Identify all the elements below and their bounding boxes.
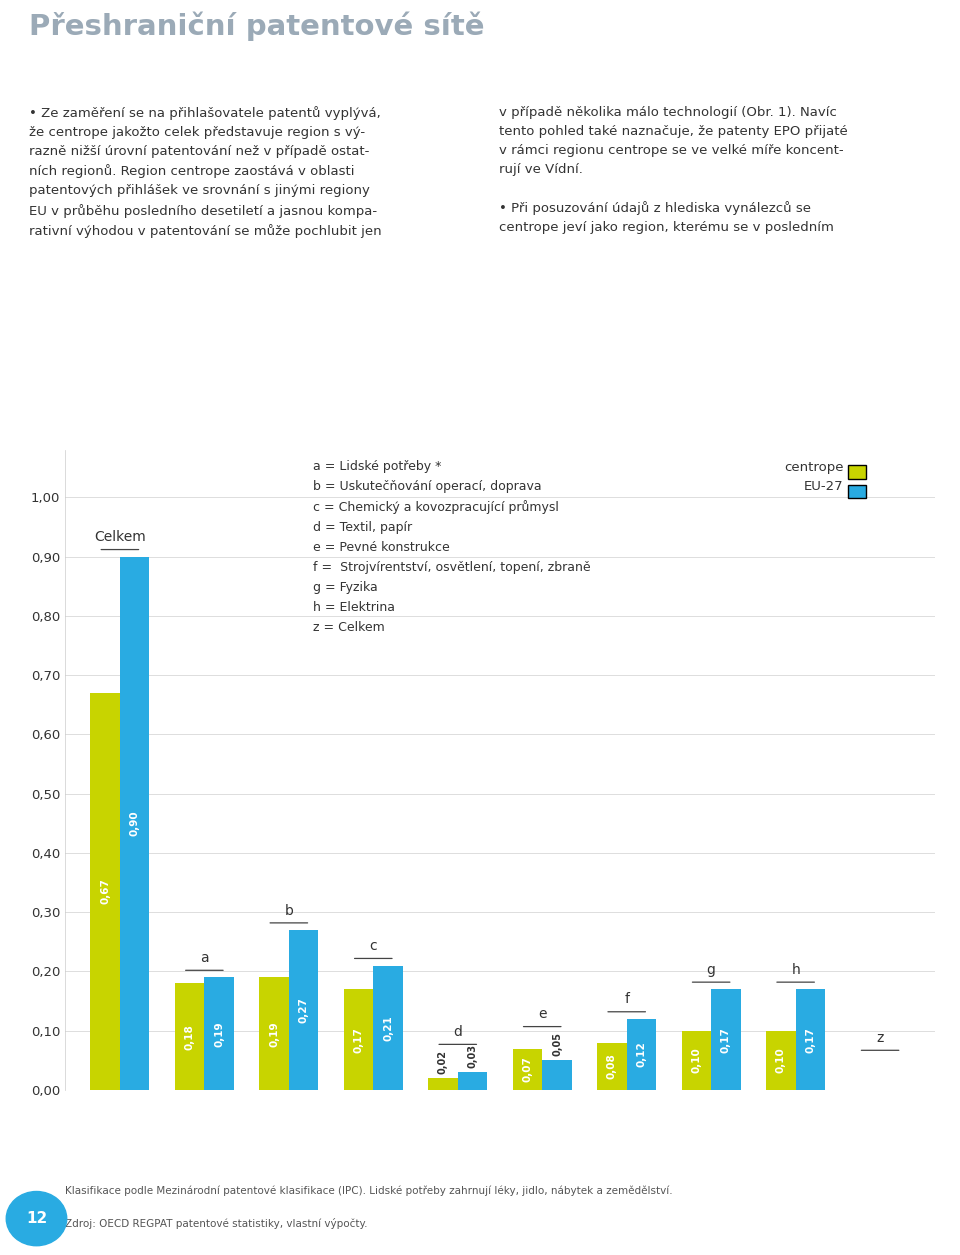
Bar (711, 989, 741, 1091)
Bar (344, 989, 373, 1091)
Bar (597, 1043, 627, 1091)
Text: Přeshraniční patentové sítě: Přeshraniční patentové sítě (29, 11, 484, 40)
Text: h: h (791, 963, 800, 976)
Text: v případě několika málo technologií (Obr. 1). Navíc
tento pohled také naznačuje,: v případě několika málo technologií (Obr… (499, 105, 848, 235)
Text: Klasifikace podle Mezinárodní patentové klasifikace (IPC). Lidské potřeby zahrnu: Klasifikace podle Mezinárodní patentové … (65, 1185, 673, 1196)
Bar (682, 1030, 711, 1091)
Bar (428, 1078, 458, 1091)
Text: b: b (284, 904, 293, 917)
Bar (175, 984, 204, 1091)
Bar (120, 557, 150, 1091)
Text: 0,10: 0,10 (691, 1048, 702, 1073)
Text: Celkem: Celkem (94, 530, 146, 545)
Text: 0,12: 0,12 (636, 1042, 646, 1067)
Bar (627, 1019, 657, 1091)
Bar (513, 1048, 542, 1091)
Bar (373, 965, 403, 1091)
Text: 0,17: 0,17 (721, 1027, 731, 1053)
Text: Počet patentů na 1.000 obyvatel v regionu centrope podle oborů uplatnění (Obr. 1: Počet patentů na 1.000 obyvatel v region… (21, 392, 937, 413)
Text: 12: 12 (26, 1211, 47, 1226)
Text: 0,10: 0,10 (776, 1048, 786, 1073)
Text: • Ze zaměření se na přihlašovatele patentů vyplývá,
že centrope jakožto celek př: • Ze zaměření se na přihlašovatele paten… (29, 105, 381, 238)
Text: z: z (876, 1030, 884, 1045)
Bar (796, 989, 826, 1091)
Text: Zdroj: OECD REGPAT patentové statistiky, vlastní výpočty.: Zdroj: OECD REGPAT patentové statistiky,… (65, 1219, 368, 1229)
Text: 0,90: 0,90 (130, 811, 140, 836)
Text: 0,07: 0,07 (522, 1057, 533, 1082)
Text: 0,67: 0,67 (100, 878, 110, 905)
Text: 0,03: 0,03 (468, 1044, 477, 1068)
Text: 0,19: 0,19 (214, 1020, 224, 1047)
Text: c: c (370, 939, 377, 953)
Text: g: g (707, 963, 715, 976)
Bar (542, 1060, 572, 1091)
Bar (289, 930, 319, 1091)
FancyBboxPatch shape (848, 466, 866, 479)
Text: a: a (200, 951, 208, 965)
Circle shape (7, 1191, 66, 1246)
Text: 0,19: 0,19 (269, 1020, 279, 1047)
Text: centrope: centrope (784, 461, 844, 474)
Bar (90, 693, 120, 1091)
FancyBboxPatch shape (848, 484, 866, 498)
Text: 0,02: 0,02 (438, 1050, 448, 1074)
Text: 0,18: 0,18 (184, 1024, 195, 1049)
Text: EU-27: EU-27 (804, 479, 844, 493)
Bar (766, 1030, 796, 1091)
Text: d: d (453, 1025, 462, 1039)
Text: e: e (538, 1008, 546, 1022)
Bar (204, 978, 234, 1091)
Bar (259, 978, 289, 1091)
Text: 0,08: 0,08 (607, 1053, 617, 1079)
Text: f: f (624, 993, 629, 1007)
Text: a = Lidské potřeby *
b = Uskutečňování operací, doprava
c = Chemický a kovozprac: a = Lidské potřeby * b = Uskutečňování o… (313, 459, 590, 634)
Text: 0,05: 0,05 (552, 1032, 562, 1057)
Text: 0,21: 0,21 (383, 1015, 393, 1040)
Text: 0,17: 0,17 (805, 1027, 815, 1053)
Text: 0,17: 0,17 (353, 1027, 364, 1053)
Bar (458, 1072, 488, 1091)
Text: 0,27: 0,27 (299, 996, 308, 1023)
